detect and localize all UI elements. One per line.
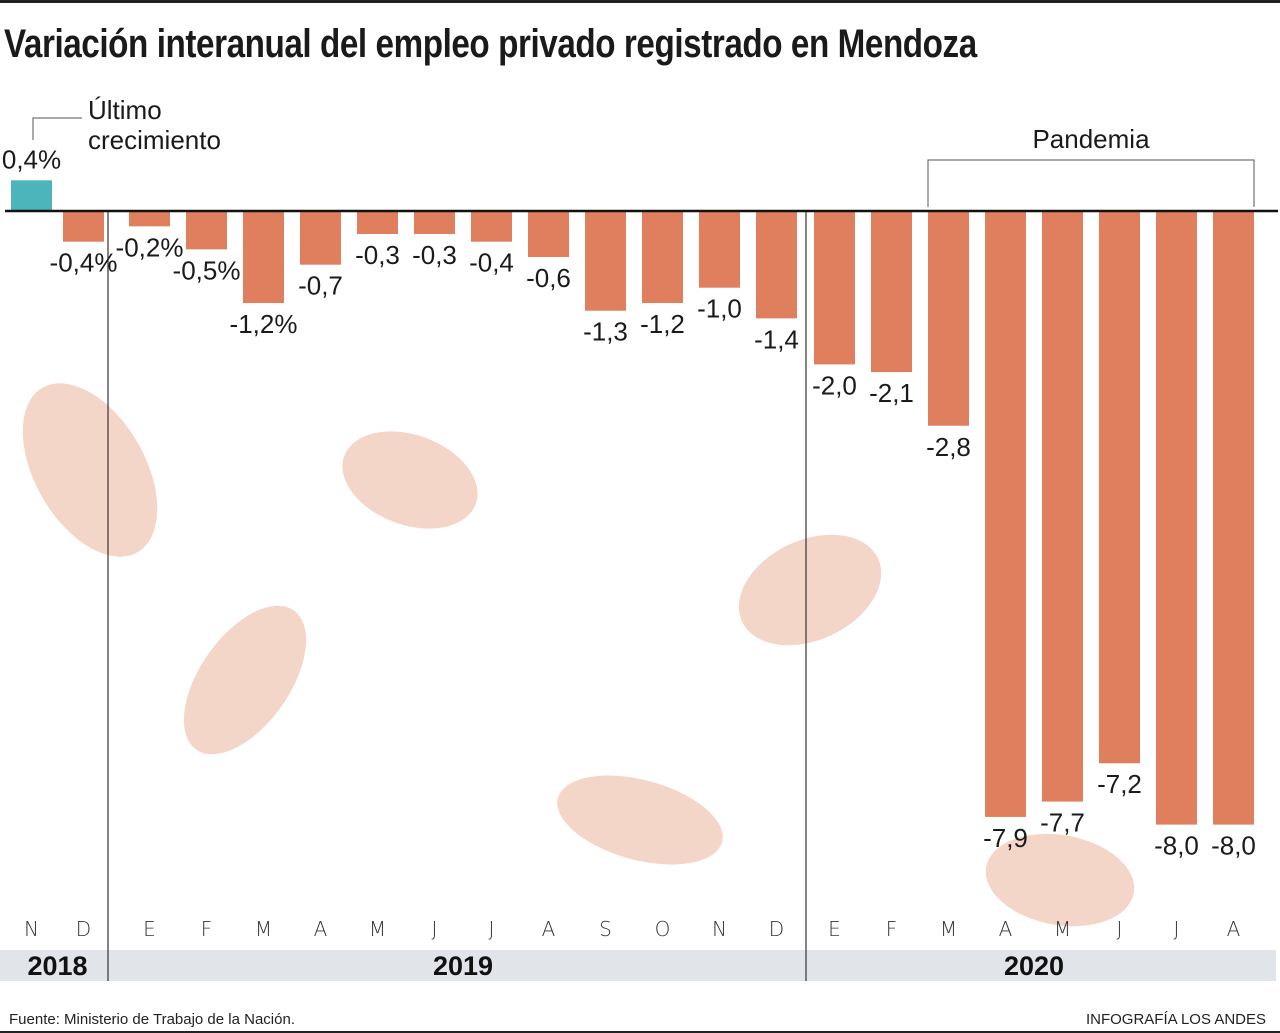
bar-2	[129, 211, 170, 227]
falling-person-illustration	[557, 775, 723, 865]
month-label: M	[255, 917, 272, 941]
bar-17	[985, 211, 1026, 817]
top-rule	[0, 0, 1280, 3]
data-label: -1,0	[697, 294, 742, 324]
annotation-text: crecimiento	[88, 125, 221, 155]
data-label: -0,5%	[173, 255, 241, 285]
data-label: -8,0	[1154, 831, 1199, 861]
month-label: D	[769, 917, 784, 941]
data-label: -1,2%	[230, 309, 298, 339]
year-label: 2018	[27, 951, 87, 981]
month-label: A	[542, 917, 556, 941]
bar-6	[357, 211, 398, 235]
month-label: J	[1117, 917, 1123, 941]
bar-14	[814, 211, 855, 365]
bar-9	[528, 211, 569, 258]
bar-15	[871, 211, 912, 373]
bar-11	[642, 211, 683, 304]
month-label: F	[886, 917, 898, 941]
data-label: -0,3	[412, 240, 457, 270]
data-label: -0,3	[355, 240, 400, 270]
data-label: -0,6	[526, 263, 571, 293]
falling-person-illustration	[985, 833, 1135, 927]
bar-0	[11, 180, 52, 211]
annotation-text: Último	[88, 95, 162, 125]
month-label: A	[314, 917, 328, 941]
bar-18	[1042, 211, 1083, 802]
bar-20	[1156, 211, 1197, 825]
bar-16	[928, 211, 969, 426]
bar-3	[186, 211, 227, 250]
pandemic-bracket	[927, 159, 1255, 207]
month-label: J	[1174, 917, 1180, 941]
data-label: -2,1	[869, 378, 914, 408]
bar-7	[414, 211, 455, 235]
data-label: -0,7	[298, 271, 343, 301]
month-label: A	[999, 917, 1013, 941]
year-label: 2019	[433, 951, 493, 981]
credit: INFOGRAFÍA LOS ANDES	[1085, 1011, 1266, 1028]
data-label: -7,2	[1097, 769, 1142, 799]
bar-4	[243, 211, 284, 304]
data-label: -7,9	[983, 823, 1028, 853]
annotation-leader	[32, 117, 82, 140]
bottom-rule	[0, 1031, 1280, 1033]
data-label: -7,7	[1040, 808, 1085, 838]
month-label: A	[1227, 917, 1241, 941]
data-label: -0,4	[469, 248, 514, 278]
bar-12	[699, 211, 740, 288]
month-label: F	[201, 917, 213, 941]
data-label: -1,4	[754, 324, 799, 354]
month-label: J	[489, 917, 495, 941]
data-label: -2,8	[926, 432, 971, 462]
month-label: O	[655, 917, 671, 941]
month-label: S	[599, 917, 612, 941]
bar-13	[756, 211, 797, 319]
data-label: 0,4%	[2, 144, 61, 174]
month-label: M	[940, 917, 957, 941]
falling-person-illustration	[738, 534, 882, 646]
month-label: E	[828, 917, 841, 941]
bar-21	[1213, 211, 1254, 825]
month-label: E	[143, 917, 156, 941]
data-label: -2,0	[812, 370, 857, 400]
data-label: -0,4%	[50, 248, 118, 278]
falling-person-illustration	[22, 383, 158, 557]
falling-person-illustration	[342, 431, 478, 529]
data-label: -0,2%	[116, 232, 184, 262]
month-label: N	[712, 917, 727, 941]
bar-10	[585, 211, 626, 311]
falling-person-illustration	[183, 605, 307, 755]
month-label: M	[369, 917, 386, 941]
year-band	[0, 950, 1276, 981]
data-label: -8,0	[1211, 831, 1256, 861]
month-label: D	[76, 917, 91, 941]
bar-8	[471, 211, 512, 242]
month-label: N	[24, 917, 39, 941]
bar-19	[1099, 211, 1140, 764]
source-note: Fuente: Ministerio de Trabajo de la Naci…	[9, 1011, 295, 1028]
bar-1	[63, 211, 104, 242]
month-label: M	[1054, 917, 1071, 941]
chart-title: Variación interanual del empleo privado …	[4, 22, 977, 66]
data-label: -1,3	[583, 317, 628, 347]
month-label: J	[432, 917, 438, 941]
pandemic-label: Pandemia	[1032, 124, 1150, 154]
bar-5	[300, 211, 341, 265]
data-label: -1,2	[640, 309, 685, 339]
year-label: 2020	[1004, 951, 1064, 981]
